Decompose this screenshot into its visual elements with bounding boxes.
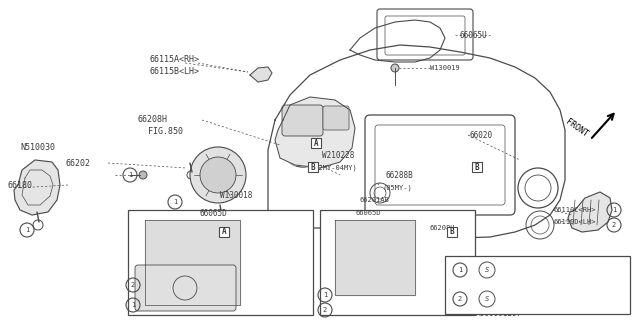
Polygon shape xyxy=(14,160,60,215)
Text: B: B xyxy=(475,163,479,172)
Circle shape xyxy=(200,157,236,193)
Text: 045104123(9): 045104123(9) xyxy=(503,294,559,303)
Text: A: A xyxy=(221,228,227,236)
Text: B: B xyxy=(310,163,316,172)
Polygon shape xyxy=(335,220,415,295)
Text: 66115A<RH>: 66115A<RH> xyxy=(150,55,200,65)
Circle shape xyxy=(190,147,246,203)
Text: 2: 2 xyxy=(458,296,462,302)
Text: 2: 2 xyxy=(131,282,135,288)
Bar xyxy=(219,227,229,237)
Bar xyxy=(472,162,482,172)
Text: 2: 2 xyxy=(323,307,327,313)
Text: 66020: 66020 xyxy=(470,131,493,140)
FancyBboxPatch shape xyxy=(323,106,349,130)
Text: FIG.850: FIG.850 xyxy=(148,126,183,135)
Bar xyxy=(308,162,318,172)
Text: S: S xyxy=(485,267,489,273)
Text: 1: 1 xyxy=(131,302,135,308)
Text: 1: 1 xyxy=(458,267,462,273)
Text: A660001297: A660001297 xyxy=(476,309,522,318)
Bar xyxy=(128,210,313,315)
Text: 66208H: 66208H xyxy=(430,225,456,231)
Text: 1: 1 xyxy=(173,199,177,205)
Text: 66201AB: 66201AB xyxy=(360,197,390,203)
Text: 66110C<RH>: 66110C<RH> xyxy=(553,207,595,213)
Text: W210228: W210228 xyxy=(322,150,355,159)
Text: W130018: W130018 xyxy=(220,190,252,199)
Text: N510030: N510030 xyxy=(20,143,55,153)
Text: W130019: W130019 xyxy=(430,65,460,71)
Text: 66065D: 66065D xyxy=(200,209,228,218)
Bar xyxy=(447,227,457,237)
Text: 1: 1 xyxy=(612,207,616,213)
Text: 66202: 66202 xyxy=(65,158,90,167)
Polygon shape xyxy=(275,97,355,168)
Text: A: A xyxy=(314,139,318,148)
Polygon shape xyxy=(568,192,612,232)
Text: S: S xyxy=(485,296,489,302)
FancyBboxPatch shape xyxy=(282,105,323,136)
Polygon shape xyxy=(250,67,272,82)
Circle shape xyxy=(391,64,399,72)
Bar xyxy=(311,138,321,148)
Text: 2: 2 xyxy=(612,222,616,228)
Text: 66288B: 66288B xyxy=(385,171,413,180)
FancyBboxPatch shape xyxy=(135,265,236,311)
Text: B: B xyxy=(450,228,454,236)
Text: 66065U: 66065U xyxy=(460,30,488,39)
Text: 1: 1 xyxy=(128,172,132,178)
Polygon shape xyxy=(145,220,240,305)
Text: FRONT: FRONT xyxy=(564,117,590,139)
Text: 66115B<LH>: 66115B<LH> xyxy=(150,68,200,76)
Text: 66065D: 66065D xyxy=(356,210,381,216)
Text: 66180: 66180 xyxy=(8,180,33,189)
Circle shape xyxy=(139,171,147,179)
Text: (05MY-): (05MY-) xyxy=(382,185,412,191)
Text: 1: 1 xyxy=(323,292,327,298)
Bar xyxy=(320,210,475,315)
Text: 66110D<LH>: 66110D<LH> xyxy=(553,219,595,225)
Text: (02MY-04MY): (02MY-04MY) xyxy=(310,165,356,171)
Text: 66150: 66150 xyxy=(198,223,221,233)
Text: 1: 1 xyxy=(25,227,29,233)
Bar xyxy=(445,256,630,314)
Text: 045005143(13): 045005143(13) xyxy=(503,266,563,275)
Text: 66208H: 66208H xyxy=(138,116,168,124)
